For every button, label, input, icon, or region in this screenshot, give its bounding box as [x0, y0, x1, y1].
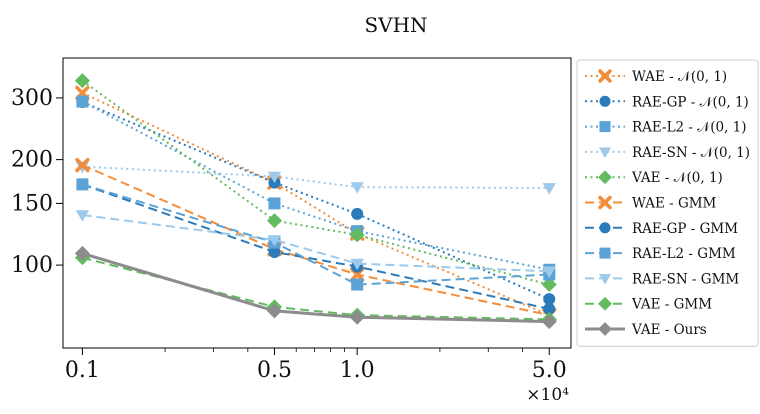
series-4	[75, 161, 556, 195]
data-point	[268, 197, 281, 210]
series-1	[75, 85, 557, 323]
series-7	[76, 178, 556, 315]
legend-item: RAE-GP - 𝒩(0, 1)	[585, 94, 749, 110]
legend-label: RAE-L2 - GMM	[632, 246, 736, 262]
legend-label: VAE - GMM	[631, 297, 712, 313]
y-tick-label: 100	[11, 253, 53, 278]
data-point	[74, 245, 90, 261]
data-point	[542, 266, 556, 278]
data-point	[76, 95, 89, 108]
legend-item: VAE - 𝒩(0, 1)	[585, 170, 723, 186]
legend-item: RAE-L2 - GMM	[585, 246, 736, 262]
data-point	[75, 157, 90, 173]
y-axis: 100 150 200 300	[11, 86, 63, 278]
data-point	[351, 278, 364, 291]
x-axis: 0.1 0.5 1.0 5.0	[65, 348, 567, 383]
series-line	[81, 79, 550, 286]
data-point	[542, 183, 556, 195]
legend-item: VAE - Ours	[585, 322, 707, 338]
series-line	[81, 251, 550, 324]
legend-box	[576, 59, 759, 347]
y-tick-label: 200	[11, 148, 53, 173]
legend-label: RAE-SN - GMM	[632, 271, 739, 287]
legend-marker	[599, 222, 611, 234]
legend-marker	[598, 322, 612, 336]
y-tick-label: 300	[11, 86, 53, 111]
legend-marker	[599, 121, 611, 133]
data-point	[543, 302, 556, 315]
legend-label: WAE - 𝒩(0, 1)	[632, 69, 727, 85]
legend-marker	[598, 274, 612, 285]
legend-marker	[598, 170, 612, 185]
legend: WAE - 𝒩(0, 1) RAE-GP - 𝒩(0, 1) RAE-L2 - 𝒩(…	[576, 59, 759, 347]
legend-marker	[598, 296, 612, 311]
legend-marker	[598, 69, 612, 83]
series-line	[82, 183, 550, 310]
series-9	[75, 210, 556, 278]
legend-label: RAE-L2 - 𝒩(0, 1)	[632, 120, 747, 136]
x-tick-label: 0.5	[257, 358, 292, 383]
legend-label: RAE-GP - 𝒩(0, 1)	[632, 94, 749, 110]
x-multiplier-label: ×10⁴	[526, 385, 569, 405]
legend-marker	[598, 147, 612, 158]
data-point	[266, 303, 282, 319]
legend-item: RAE-SN - GMM	[585, 271, 739, 287]
data-point	[543, 293, 556, 306]
chart-title: SVHN	[364, 13, 427, 37]
data-point	[76, 178, 89, 191]
legend-marker	[599, 95, 611, 107]
data-point	[266, 213, 282, 229]
series-5	[74, 73, 557, 293]
legend-item: RAE-SN - 𝒩(0, 1)	[585, 145, 750, 161]
series-line	[82, 183, 550, 286]
plot-area	[74, 73, 557, 330]
legend-label: RAE-GP - GMM	[632, 221, 738, 237]
data-point	[267, 171, 282, 184]
legend-marker	[598, 195, 612, 210]
series-line	[82, 101, 550, 301]
data-point	[74, 73, 90, 89]
legend-label: VAE - 𝒩(0, 1)	[631, 170, 723, 186]
data-point	[349, 309, 365, 325]
legend-item: RAE-L2 - 𝒩(0, 1)	[585, 120, 747, 136]
series-line	[81, 164, 550, 317]
data-point	[350, 182, 364, 194]
series-6	[75, 157, 557, 323]
series-line	[81, 100, 550, 271]
data-point	[75, 210, 89, 222]
series-line	[81, 91, 550, 317]
legend-item: WAE - 𝒩(0, 1)	[585, 69, 727, 85]
x-tick-label: 0.1	[65, 358, 100, 383]
data-point	[268, 245, 281, 258]
data-point	[350, 258, 364, 271]
legend-item: RAE-GP - GMM	[585, 221, 738, 237]
legend-marker	[599, 247, 611, 259]
x-tick-label: 1.0	[340, 358, 375, 383]
series-line	[82, 165, 550, 189]
legend-label: VAE - Ours	[631, 322, 707, 338]
legend-label: WAE - GMM	[632, 196, 717, 212]
series-11	[74, 245, 557, 330]
data-point	[351, 207, 364, 220]
y-tick-label: 150	[11, 191, 53, 216]
data-point	[541, 314, 557, 330]
data-point	[541, 277, 557, 293]
legend-item: WAE - GMM	[585, 196, 717, 212]
legend-label: RAE-SN - 𝒩(0, 1)	[632, 145, 750, 161]
x-tick-label: 5.0	[532, 358, 567, 383]
data-point	[349, 227, 365, 243]
legend-item: VAE - GMM	[585, 297, 712, 313]
data-point	[267, 235, 282, 247]
